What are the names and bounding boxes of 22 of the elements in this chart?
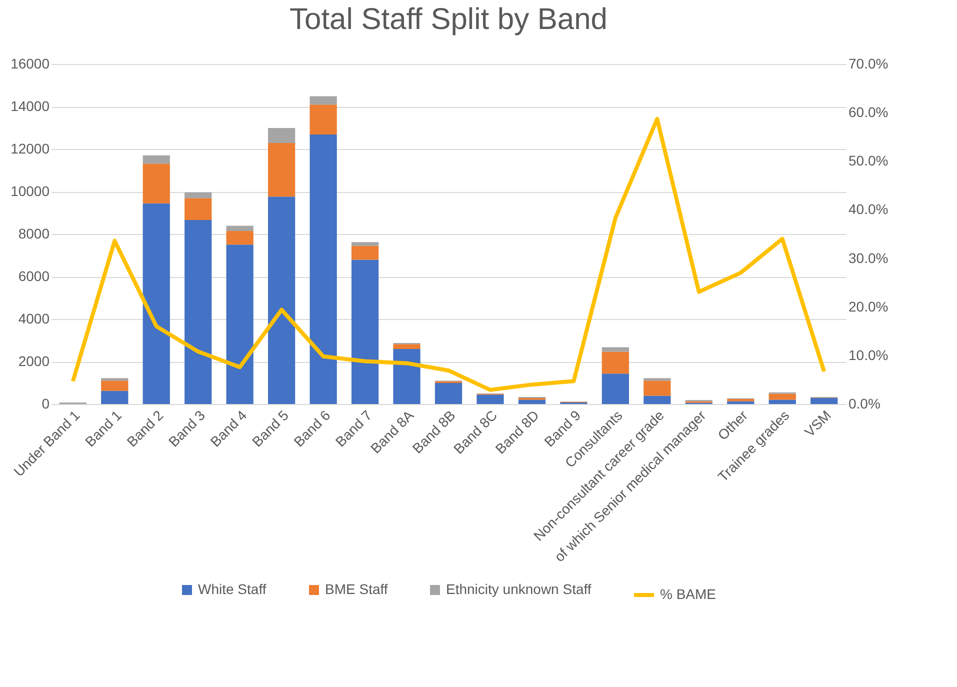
- y2-tick-label: 70.0%: [848, 56, 888, 72]
- y2-tick-label: 50.0%: [848, 152, 888, 169]
- legend-label: % BAME: [660, 586, 716, 602]
- y-tick-label: 14000: [10, 98, 50, 114]
- y-tick-label: 2000: [18, 353, 50, 369]
- chart-title: Total Staff Split by Band: [290, 3, 608, 36]
- y2-tick-label: 60.0%: [848, 104, 888, 120]
- y2-tick-label: 0.0%: [848, 396, 880, 412]
- y-tick-label: 0: [42, 396, 50, 412]
- legend-label: BME Staff: [325, 581, 388, 597]
- y-tick-label: 8000: [18, 226, 50, 242]
- legend-label: White Staff: [198, 581, 266, 597]
- y-tick-label: 12000: [10, 140, 50, 156]
- y-tick-label: 6000: [18, 268, 50, 284]
- y2-tick-label: 30.0%: [848, 250, 888, 266]
- y2-tick-label: 40.0%: [848, 201, 888, 218]
- y-tick-label: 16000: [10, 56, 50, 72]
- legend-label: Ethnicity unknown Staff: [446, 581, 592, 597]
- y2-tick-label: 20.0%: [848, 298, 888, 314]
- y-tick-label: 10000: [10, 183, 50, 199]
- y2-tick-label: 10.0%: [848, 346, 888, 363]
- y-tick-label: 4000: [18, 310, 50, 326]
